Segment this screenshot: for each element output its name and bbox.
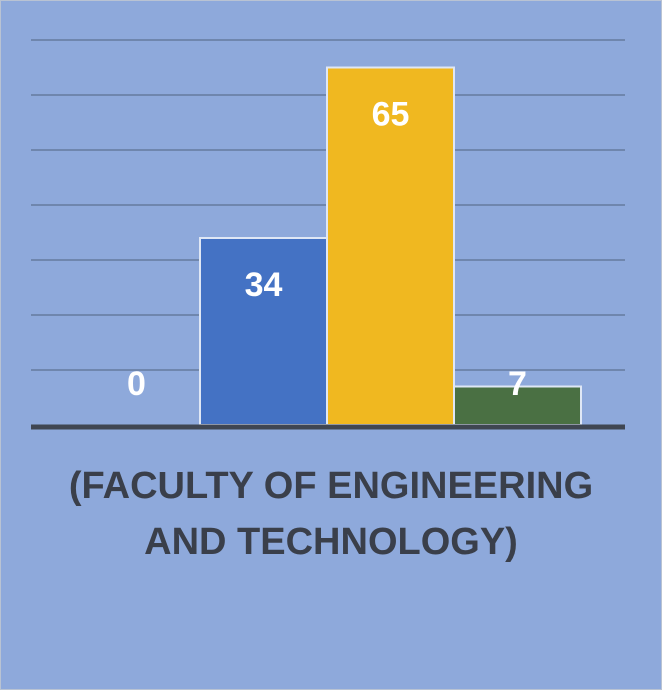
category-label-line-1: (FACULTY OF ENGINEERING xyxy=(69,465,593,507)
category-label: (FACULTY OF ENGINEERING AND TECHNOLOGY) xyxy=(69,465,593,563)
bar-3 xyxy=(326,66,455,426)
data-label-2: 34 xyxy=(245,266,283,304)
data-label-3: 65 xyxy=(372,96,410,134)
data-label-4: 7 xyxy=(508,365,527,403)
data-labels: 0 34 65 7 xyxy=(127,96,527,404)
data-label-1: 0 xyxy=(127,365,146,403)
category-label-line-2: AND TECHNOLOGY) xyxy=(144,521,518,563)
